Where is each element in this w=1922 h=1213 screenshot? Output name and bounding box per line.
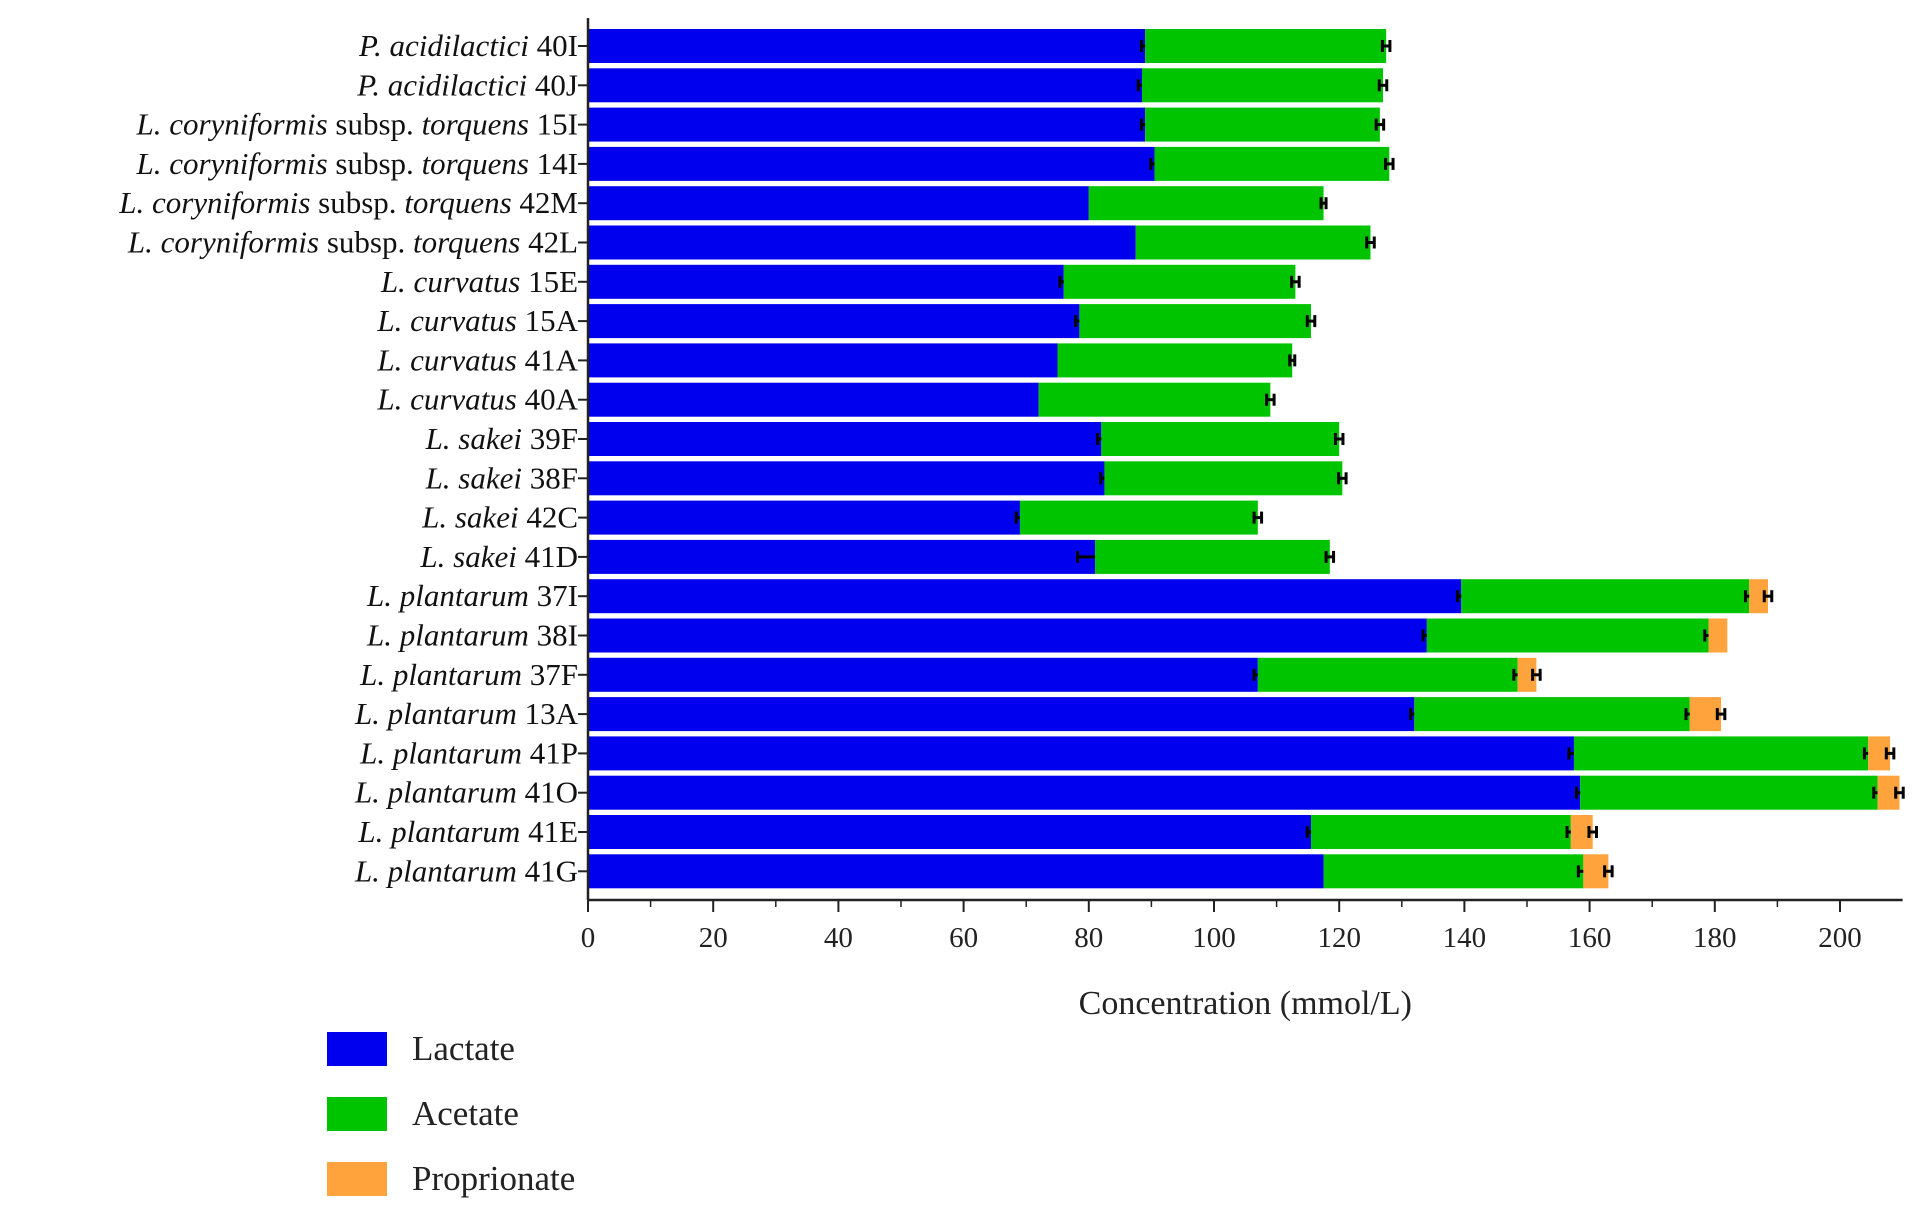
category-label-8: L. curvatus 41A (376, 342, 578, 377)
bar-lactate-11 (588, 461, 1105, 496)
bar-proprionate-14 (1749, 579, 1769, 614)
bar-acetate-21 (1323, 854, 1584, 889)
bar-lactate-12 (588, 500, 1020, 535)
bar-acetate-8 (1057, 343, 1293, 378)
bar-lactate-4 (588, 186, 1089, 221)
legend-swatch-acetate (327, 1097, 387, 1131)
x-tick-label-100: 100 (1192, 922, 1236, 954)
bar-lactate-7 (588, 304, 1080, 339)
bar-acetate-1 (1142, 68, 1384, 103)
x-tick-label-0: 0 (581, 922, 596, 954)
category-label-10: L. sakei 39F (425, 421, 578, 456)
category-label-9: L. curvatus 40A (376, 382, 578, 417)
bar-acetate-18 (1573, 736, 1869, 771)
bar-lactate-0 (588, 29, 1146, 63)
bar-lactate-19 (588, 775, 1581, 810)
bar-lactate-18 (588, 736, 1574, 771)
bar-lactate-10 (588, 422, 1102, 456)
category-label-7: L. curvatus 15A (376, 303, 578, 338)
category-label-6: L. curvatus 15E (380, 264, 578, 299)
bar-lactate-16 (588, 657, 1258, 692)
bar-acetate-4 (1088, 186, 1324, 221)
bar-proprionate-18 (1868, 736, 1891, 771)
category-label-21: L. plantarum 41G (354, 853, 578, 888)
x-tick-label-160: 160 (1568, 922, 1612, 954)
category-label-18: L. plantarum 41P (359, 735, 578, 770)
bar-lactate-9 (588, 382, 1039, 417)
bar-acetate-2 (1145, 107, 1380, 142)
bar-lactate-2 (588, 107, 1146, 142)
x-tick-label-180: 180 (1693, 922, 1737, 954)
bar-lactate-3 (588, 146, 1155, 181)
category-label-15: L. plantarum 38I (366, 618, 578, 653)
x-tick-label-80: 80 (1074, 922, 1103, 954)
bar-acetate-11 (1104, 461, 1343, 496)
bar-acetate-7 (1079, 304, 1312, 339)
bar-acetate-12 (1019, 500, 1258, 535)
x-tick-label-120: 120 (1317, 922, 1361, 954)
category-label-13: L. sakei 41D (419, 539, 578, 574)
bar-proprionate-16 (1517, 657, 1537, 692)
bar-acetate-6 (1063, 264, 1296, 299)
bar-lactate-17 (588, 697, 1415, 732)
bar-lactate-15 (588, 618, 1427, 653)
x-tick-label-40: 40 (824, 922, 853, 954)
category-label-4: L. coryniformis subsp. torquens 42M (118, 185, 578, 220)
category-label-20: L. plantarum 41E (357, 814, 578, 849)
bar-proprionate-20 (1570, 815, 1593, 849)
category-label-12: L. sakei 42C (421, 500, 578, 535)
category-label-3: L. coryniformis subsp. torquens 14I (135, 146, 578, 181)
x-axis-title: Concentration (mmol/L) (1079, 985, 1412, 1022)
bar-acetate-3 (1154, 146, 1390, 181)
bar-lactate-6 (588, 264, 1064, 299)
category-label-17: L. plantarum 13A (354, 696, 579, 731)
x-tick-label-200: 200 (1818, 922, 1862, 954)
bar-lactate-8 (588, 343, 1058, 378)
bar-acetate-9 (1038, 382, 1271, 417)
category-label-11: L. sakei 38F (425, 460, 578, 495)
x-tick-label-140: 140 (1443, 922, 1487, 954)
legend-label-lactate: Lactate (412, 1029, 515, 1068)
bar-acetate-14 (1461, 579, 1750, 614)
bar-lactate-5 (588, 225, 1136, 260)
category-label-14: L. plantarum 37I (366, 578, 578, 613)
bar-acetate-19 (1580, 775, 1878, 810)
category-label-0: P. acidilactici 40I (358, 28, 578, 63)
category-label-1: P. acidilactici 40J (356, 67, 578, 102)
category-label-16: L. plantarum 37F (359, 657, 578, 692)
bar-lactate-20 (588, 815, 1312, 849)
bar-lactate-14 (588, 579, 1462, 614)
legend-swatch-proprionate (327, 1162, 387, 1196)
x-tick-label-20: 20 (699, 922, 728, 954)
bar-acetate-16 (1257, 657, 1518, 692)
bar-proprionate-15 (1708, 618, 1728, 653)
legend-swatch-lactate (327, 1032, 387, 1066)
x-tick-label-60: 60 (949, 922, 978, 954)
bar-acetate-0 (1145, 29, 1387, 63)
bar-proprionate-19 (1877, 775, 1900, 810)
bar-acetate-10 (1101, 422, 1340, 456)
bar-acetate-15 (1426, 618, 1709, 653)
category-label-5: L. coryniformis subsp. torquens 42L (127, 225, 578, 260)
bar-acetate-5 (1135, 225, 1371, 260)
bar-lactate-1 (588, 68, 1143, 103)
bar-lactate-13 (588, 539, 1096, 574)
bar-acetate-13 (1095, 539, 1330, 574)
bar-lactate-21 (588, 854, 1324, 889)
category-label-19: L. plantarum 41O (354, 775, 578, 810)
legend-label-acetate: Acetate (412, 1094, 519, 1133)
legend-label-proprionate: Proprionate (412, 1159, 575, 1198)
bar-acetate-17 (1414, 697, 1690, 732)
bar-acetate-20 (1311, 815, 1571, 849)
category-label-2: L. coryniformis subsp. torquens 15I (135, 107, 578, 142)
